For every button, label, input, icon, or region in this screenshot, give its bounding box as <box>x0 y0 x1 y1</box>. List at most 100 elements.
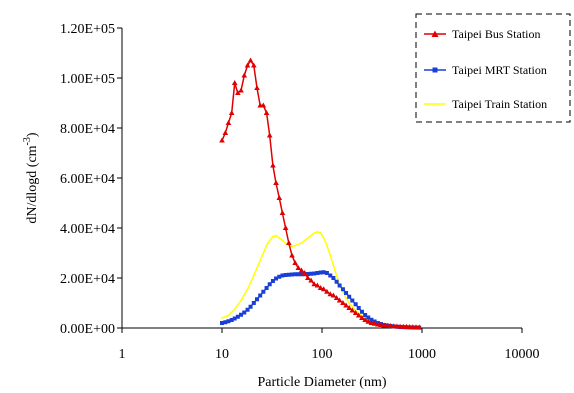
data-point <box>295 265 302 270</box>
data-point <box>311 281 318 287</box>
data-point <box>284 242 287 244</box>
data-point <box>312 271 317 276</box>
data-point <box>307 237 309 239</box>
data-point <box>233 308 236 311</box>
legend-label-mrt: Taipei MRT Station <box>452 63 547 77</box>
x-tick-label: 10000 <box>505 347 540 362</box>
data-point <box>270 279 275 283</box>
data-point <box>300 242 303 244</box>
y-axis-title-sup: -3 <box>22 137 33 145</box>
data-point <box>330 292 337 298</box>
data-point <box>246 288 249 291</box>
data-point <box>282 225 289 230</box>
data-point <box>344 291 349 295</box>
data-point <box>318 270 323 275</box>
series-layer <box>219 57 422 330</box>
data-point <box>310 234 312 237</box>
data-point <box>272 235 274 238</box>
x-axis-title: Particle Diameter (nm) <box>257 375 386 390</box>
data-point <box>293 272 298 277</box>
data-point <box>260 102 267 108</box>
data-point <box>289 252 295 258</box>
data-point <box>259 259 262 262</box>
data-point <box>340 287 345 292</box>
data-point <box>299 272 304 277</box>
data-point <box>231 80 238 85</box>
data-point <box>235 90 241 95</box>
data-point <box>251 62 257 68</box>
data-point <box>297 243 300 246</box>
data-point <box>359 309 364 314</box>
data-point <box>356 306 361 310</box>
data-point <box>342 290 344 293</box>
data-point <box>225 120 232 125</box>
data-point <box>253 274 255 277</box>
data-point <box>320 286 327 292</box>
data-point <box>366 315 371 320</box>
data-point <box>254 85 260 90</box>
data-point <box>279 210 286 215</box>
data-point <box>278 237 281 239</box>
data-point <box>368 320 375 325</box>
y-tick-label: 8.00E+04 <box>60 122 115 137</box>
data-point <box>305 275 311 280</box>
y-tick-label: 2.00E+04 <box>60 272 115 287</box>
x-tick-label: 1000 <box>408 347 436 362</box>
data-point <box>365 318 372 324</box>
data-point <box>219 137 225 143</box>
data-point <box>331 276 336 280</box>
data-point <box>353 302 358 307</box>
y-ticks: 0.00E+00 2.00E+04 4.00E+04 6.00E+04 8.00E+04… <box>60 22 122 337</box>
data-point <box>281 239 284 242</box>
data-point <box>324 271 329 275</box>
data-point <box>351 305 354 308</box>
data-point <box>247 57 254 63</box>
data-point <box>270 162 276 168</box>
data-point <box>268 239 271 242</box>
data-point <box>355 312 362 318</box>
y-axis-title-main: dN/dlogd (cm <box>25 145 40 223</box>
data-point <box>245 307 250 312</box>
data-point <box>334 279 339 284</box>
data-point <box>348 302 350 304</box>
data-point <box>347 294 352 299</box>
data-point <box>294 244 296 247</box>
data-point <box>221 317 223 319</box>
x-tick-label: 10 <box>215 347 229 362</box>
data-point <box>220 321 224 325</box>
data-point <box>329 254 332 257</box>
data-point <box>321 270 326 275</box>
data-point <box>333 295 340 300</box>
x-tick-label: 100 <box>312 347 333 362</box>
data-point <box>255 297 260 302</box>
data-point <box>343 302 349 308</box>
data-point <box>248 304 253 309</box>
data-point <box>301 270 308 275</box>
data-point <box>242 310 247 315</box>
data-point <box>240 299 242 302</box>
data-point <box>359 315 365 320</box>
series-bus <box>219 57 422 330</box>
data-point <box>235 314 240 319</box>
data-point <box>335 274 338 277</box>
y-tick-label: 1.20E+05 <box>60 22 115 37</box>
data-point <box>315 271 320 275</box>
data-point <box>239 312 244 317</box>
data-point <box>352 310 359 315</box>
data-point <box>222 130 229 135</box>
data-point <box>314 282 321 288</box>
data-point <box>346 305 352 310</box>
data-point <box>283 273 288 277</box>
data-point <box>264 286 269 290</box>
data-point <box>226 319 231 324</box>
data-point <box>337 283 342 288</box>
data-point <box>308 277 314 283</box>
data-point <box>238 87 244 93</box>
data-point <box>317 285 324 290</box>
data-point <box>345 297 347 299</box>
data-point <box>280 273 285 278</box>
legend-label-train: Taipei Train Station <box>452 97 547 111</box>
data-point <box>305 272 310 276</box>
data-point <box>258 293 263 298</box>
data-point <box>229 318 234 322</box>
